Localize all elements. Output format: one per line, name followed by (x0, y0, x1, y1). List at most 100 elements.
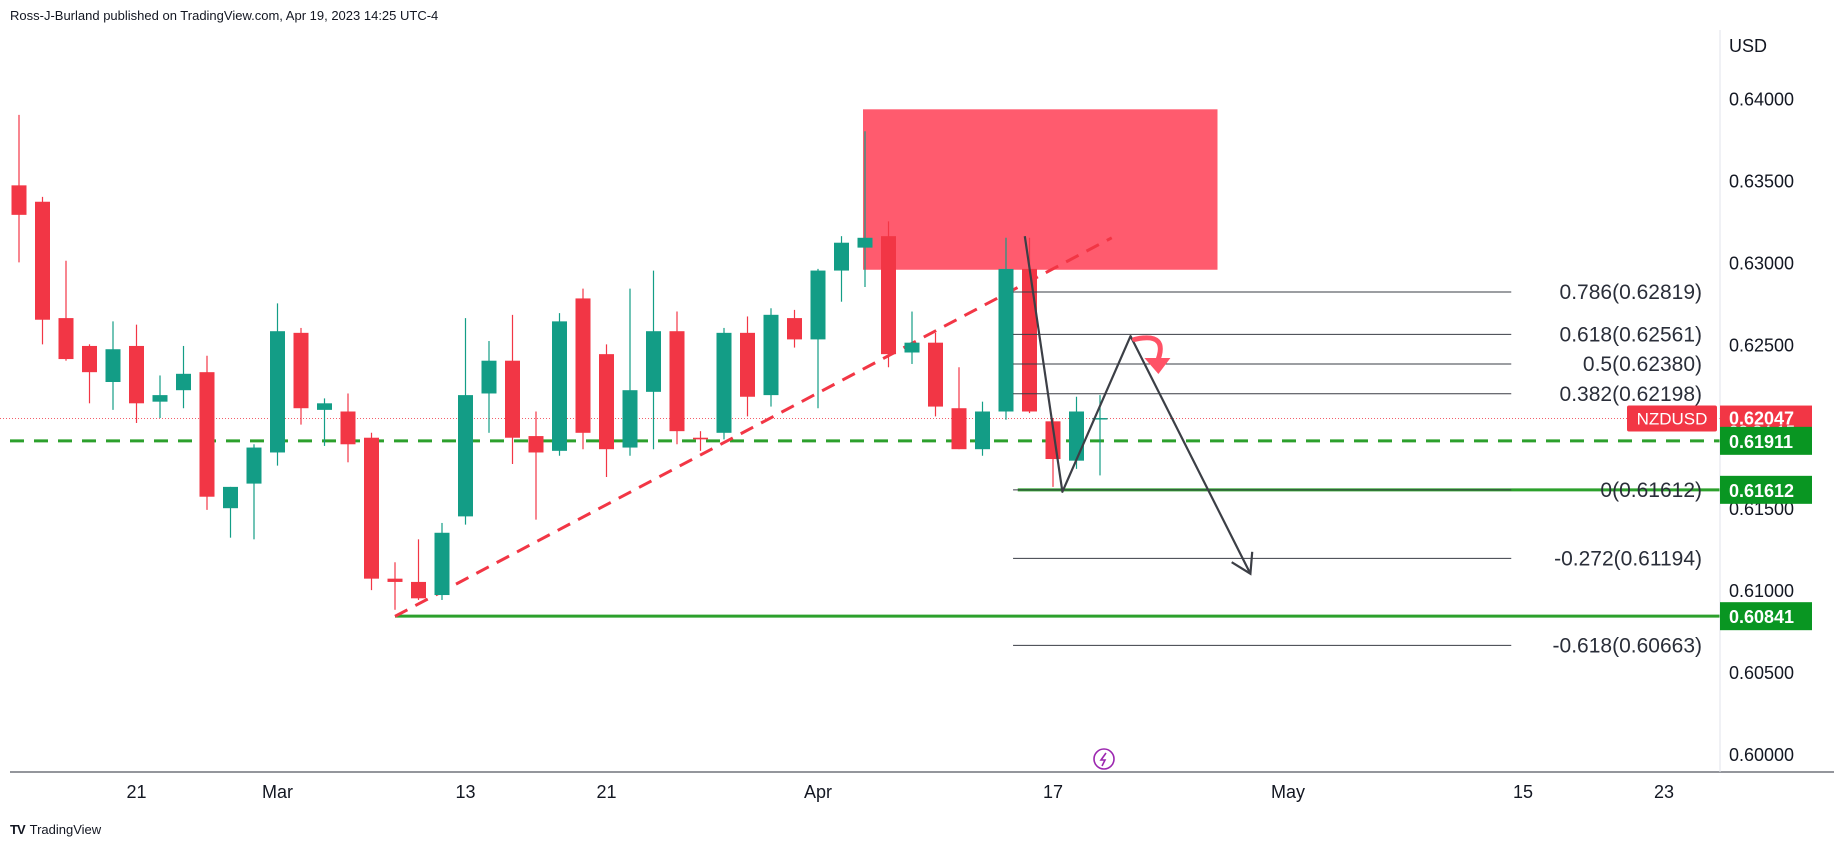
green-price-label: 0.61911 (1729, 432, 1793, 452)
candle (58, 260, 74, 361)
candle (458, 318, 473, 525)
candle (599, 344, 614, 478)
candle-body (481, 360, 497, 394)
drawing-lines-layer (0, 236, 1720, 618)
resistance-zone-layer (863, 109, 1218, 270)
candle-body (1069, 411, 1084, 461)
symbol-tag-bg (1627, 405, 1717, 432)
green-price-label: 0.61612 (1729, 481, 1794, 501)
y-tick-label: 0.64000 (1729, 90, 1794, 110)
candle-body (11, 185, 27, 215)
candle (317, 398, 332, 446)
candle (223, 486, 238, 538)
candle-body (1092, 418, 1108, 420)
candle-body (387, 578, 403, 582)
candle (716, 327, 732, 440)
candle-body (857, 237, 873, 248)
candle (552, 313, 567, 456)
candle (35, 196, 50, 345)
candle-body (810, 270, 826, 340)
y-tick-label: 0.62500 (1729, 335, 1794, 355)
candle (11, 114, 27, 263)
candle (575, 288, 591, 450)
candle-body (223, 486, 238, 509)
candle (763, 308, 779, 407)
candle (928, 332, 943, 417)
candle (129, 324, 144, 423)
dashed-trendline (394, 236, 1113, 618)
projection-arrowhead (1231, 551, 1254, 576)
publisher-header: Ross-J-Burland published on TradingView.… (10, 8, 439, 23)
green-price-bg (1720, 426, 1812, 455)
candle-body (740, 332, 755, 397)
candle (834, 236, 849, 302)
resistance-zone (863, 109, 1218, 270)
candle-body (293, 332, 309, 409)
candle (434, 522, 450, 600)
candle-body (458, 395, 473, 517)
candle-body (904, 342, 920, 353)
curved-arrowhead (1144, 357, 1171, 374)
currency-label: USD (1729, 36, 1767, 56)
candle-body (763, 314, 779, 396)
candle-body (270, 331, 285, 453)
candle (810, 268, 826, 409)
candle (270, 303, 285, 466)
candle (199, 355, 215, 510)
candle (505, 314, 520, 464)
candle-body (434, 532, 450, 596)
x-tick-label: Mar (262, 782, 293, 802)
arrows-layer (1023, 235, 1254, 576)
current-price-label: 0.62047 (1729, 409, 1794, 429)
candle-body (152, 395, 168, 402)
green-price-bg (1720, 475, 1812, 504)
candle (528, 411, 544, 520)
x-tick-label: 21 (596, 782, 616, 802)
candle (998, 237, 1014, 420)
candle-body (599, 354, 614, 450)
candle-body (505, 360, 520, 438)
x-tick-label: 13 (455, 782, 475, 802)
x-tick-label: 17 (1043, 782, 1063, 802)
fib-layer: 0.786(0.62819) 0.618(0.62561) 0.5(0.62380)… (1013, 281, 1702, 657)
x-tick-label: 15 (1513, 782, 1533, 802)
candle (669, 311, 685, 445)
candle-body (364, 437, 379, 579)
tradingview-logo-text: TradingView (29, 822, 102, 837)
fib-label-0: 0.786(0.62819) (1560, 281, 1702, 304)
fib-label-4: 0(0.61612) (1600, 479, 1702, 502)
candle (787, 309, 802, 348)
y-tick-label: 0.63000 (1729, 253, 1794, 273)
candle (481, 341, 497, 433)
x-tick-label: May (1271, 782, 1305, 802)
candle-body (552, 321, 567, 451)
candle-body (246, 447, 262, 484)
candle (857, 131, 873, 287)
projection-path (1023, 235, 1252, 575)
candle-body (528, 436, 544, 453)
candle-body (82, 345, 97, 373)
fib-label-6: -0.618(0.60663) (1553, 634, 1702, 657)
event-icon[interactable] (1093, 748, 1115, 770)
candle-body (622, 390, 638, 448)
candle (387, 562, 403, 610)
candle-body (411, 581, 426, 599)
candle-body (317, 403, 332, 410)
candle-body (1022, 268, 1037, 412)
green-price-label: 0.60841 (1729, 607, 1794, 627)
y-tick-label: 0.60000 (1729, 745, 1794, 765)
candle (293, 327, 309, 425)
candle-body (951, 408, 967, 450)
candle (693, 431, 708, 451)
y-tick-label: 0.63500 (1729, 171, 1794, 191)
x-tick-label: Apr (804, 782, 832, 802)
fib-label-3: 0.382(0.62198) (1560, 383, 1702, 406)
tradingview-logo[interactable]: TV TradingView (10, 822, 101, 837)
price-labels-layer: NZDUSD0.6204702:34:150.619110.616120.608… (1627, 405, 1812, 631)
candle (246, 444, 262, 540)
candle-body (881, 236, 896, 355)
candle (176, 345, 191, 409)
candle (152, 375, 168, 419)
candle (105, 321, 121, 410)
